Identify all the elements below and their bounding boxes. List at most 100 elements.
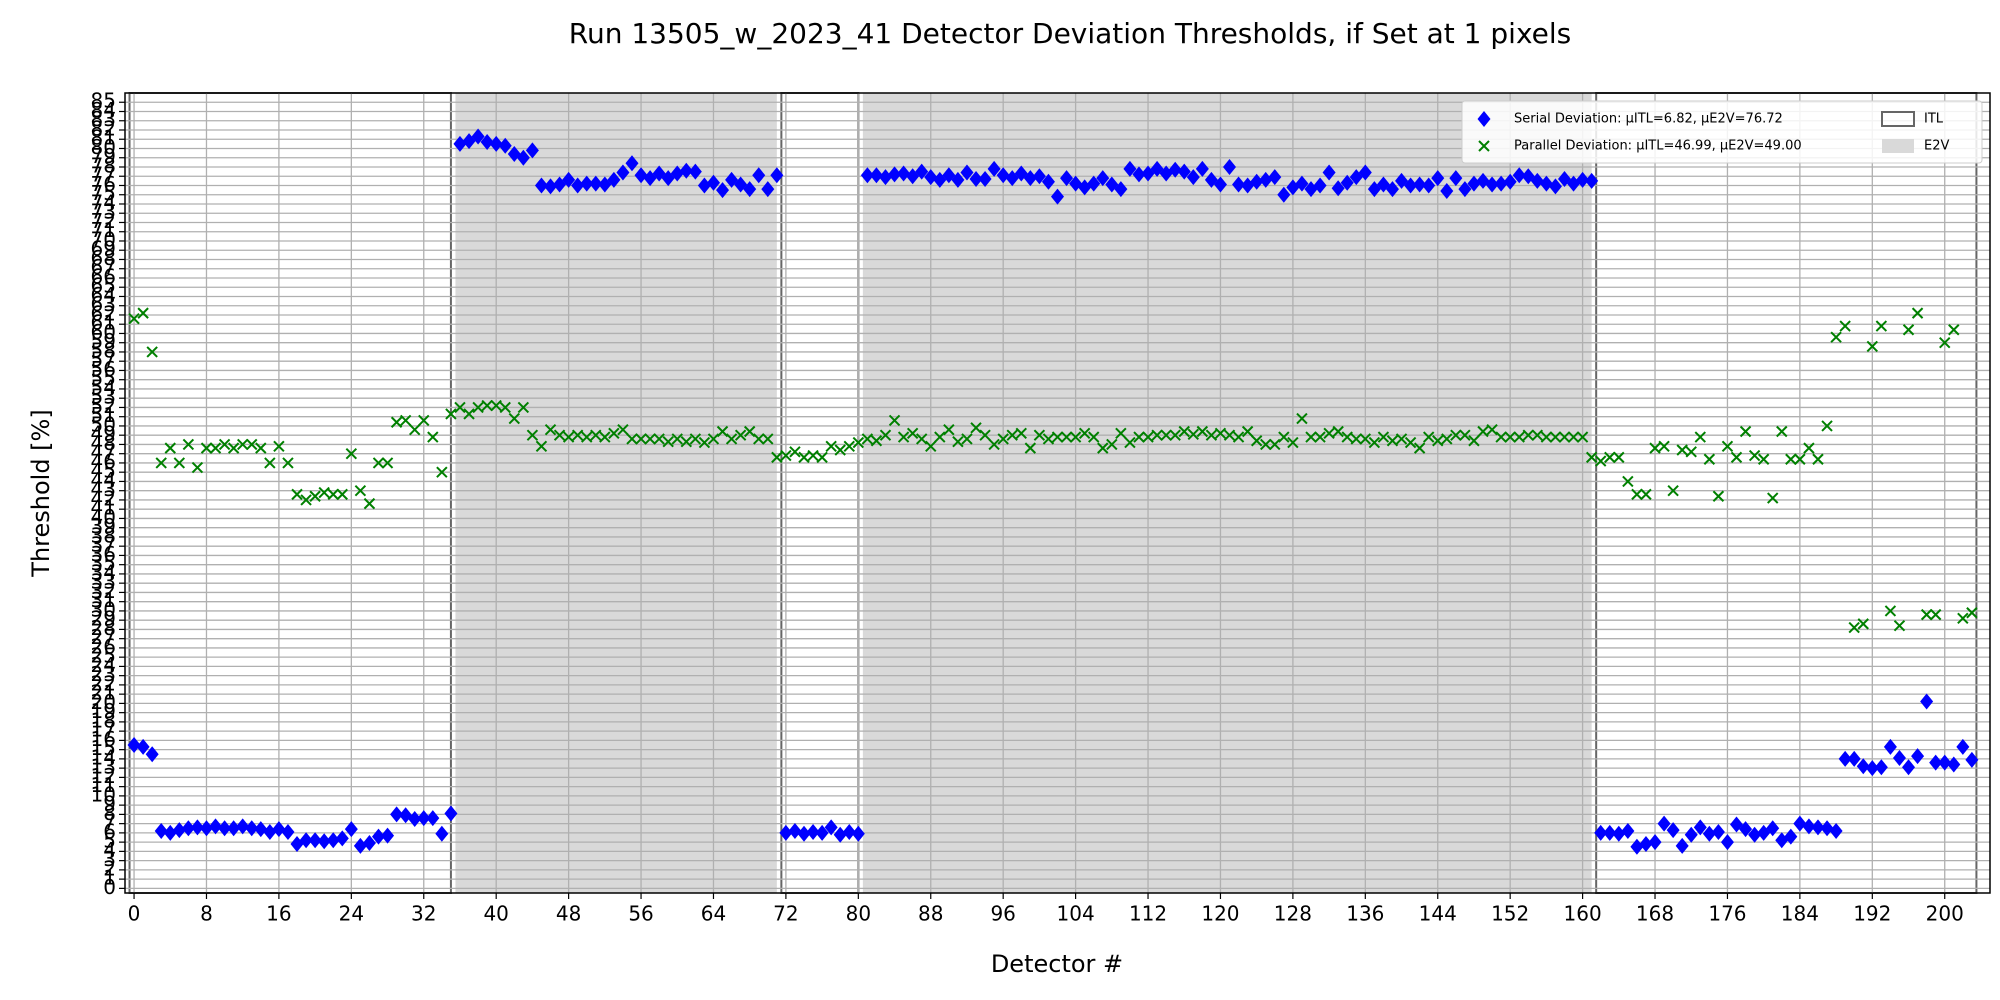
point [155,457,167,469]
x-tick-label: 120 [1201,902,1239,926]
point [581,431,593,443]
point [1042,433,1055,445]
point [335,830,349,847]
point [589,175,603,192]
point [580,175,594,192]
y-tick-label: 29 [91,607,116,631]
point [1748,826,1762,843]
point [444,805,458,822]
x-tick-label: 104 [1057,902,1095,926]
y-tick-label: 3 [103,847,116,871]
point [1757,453,1770,465]
point [472,401,484,414]
point [860,167,874,184]
point [734,429,747,441]
point [925,440,937,453]
point [1377,431,1390,443]
point [489,135,503,152]
point [281,823,295,840]
point [707,433,720,445]
y-tick-label: 10 [91,782,116,806]
x-tick-label: 176 [1708,902,1746,926]
point [544,178,558,195]
point [870,435,883,447]
y-tick-label: 28 [91,616,116,640]
point [1033,429,1046,441]
y-tick-label: 57 [91,348,116,372]
point [418,414,430,427]
point [562,431,575,443]
x-tick-label: 192 [1853,902,1891,926]
point [1305,431,1317,443]
y-tick-label: 7 [103,810,116,834]
point [1576,431,1589,443]
y-tick-label: 79 [91,144,116,168]
point [743,425,756,438]
y-tick-label: 9 [103,792,116,816]
point [1115,427,1127,440]
point [644,433,656,445]
point [1213,176,1227,193]
point [1676,444,1688,456]
point [145,746,159,763]
y-tick-label: 27 [91,625,116,649]
point [1865,760,1879,777]
point [1776,425,1788,438]
legend-box [1461,100,1983,164]
point [1522,429,1534,441]
point [1875,320,1888,332]
point [1567,431,1580,443]
point [1956,738,1970,755]
point [390,806,404,823]
legend-label: E2V [1924,139,1949,154]
point [1666,822,1680,839]
point [1340,174,1354,191]
point [282,457,294,469]
point [1658,440,1670,453]
y-tick-label: 56 [91,357,116,381]
point [181,820,195,837]
point [1585,172,1599,189]
point [1078,427,1091,440]
point [1558,431,1571,443]
point [173,457,186,469]
y-tick-label: 60 [91,320,116,344]
x-tick-label: 160 [1564,902,1602,926]
point [798,451,810,464]
point [825,440,837,453]
point [716,182,730,199]
point [1350,433,1362,445]
point [1911,307,1924,319]
point [979,429,991,441]
point [1902,324,1915,336]
point [245,820,259,837]
point [1830,331,1842,343]
legend-marker [1478,140,1490,152]
point [1711,823,1725,840]
point [417,810,431,827]
point [888,414,901,427]
y-tick-label: 22 [91,671,116,695]
point [869,167,883,184]
point [897,431,910,443]
point [834,444,846,456]
point [771,451,783,464]
point [1920,693,1934,710]
point [1250,173,1264,190]
point [952,435,964,448]
point [1477,425,1489,438]
point [1856,758,1870,775]
y-tick-label: 44 [91,468,116,492]
point [1712,490,1725,502]
point [318,486,330,499]
point [780,449,792,462]
point [1259,171,1273,188]
y-axis-label: Threshold [%] [27,409,55,577]
y-tick-label: 55 [91,366,116,390]
point [1195,160,1209,177]
point [590,429,602,441]
y-tick-label: 16 [91,727,116,751]
point [1196,425,1209,438]
point [209,442,222,454]
point [762,433,774,445]
